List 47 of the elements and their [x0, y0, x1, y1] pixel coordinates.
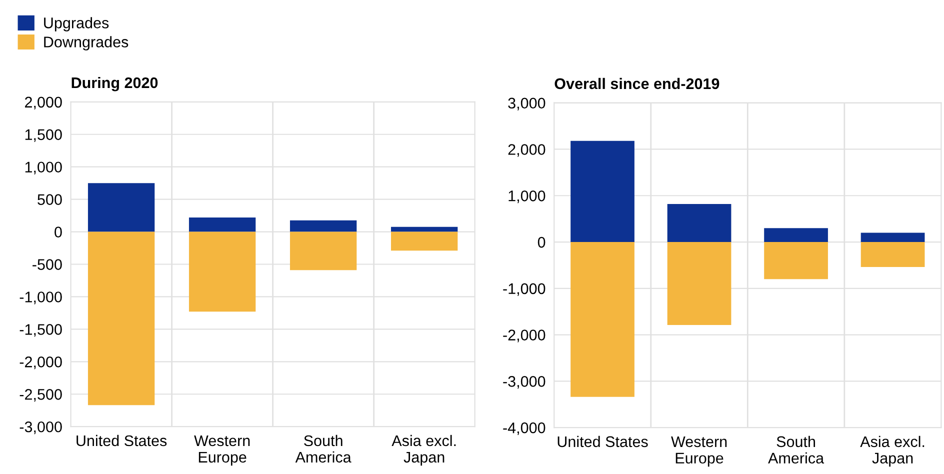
y-tick-label: 500	[38, 194, 62, 206]
bar	[390, 226, 458, 232]
y-tick-label: -2,000	[20, 356, 62, 370]
x-tick-label: Asia excl. Japan	[860, 436, 924, 467]
bar	[667, 204, 732, 242]
x-tick-label: Western Europe	[671, 436, 727, 467]
bar	[390, 232, 458, 251]
bar	[290, 232, 357, 270]
y-tick-label: -4,000	[503, 422, 546, 436]
y-tick-label: 0	[538, 236, 546, 248]
y-tick-label: -1,000	[20, 292, 62, 304]
y-tick-label: 1,000	[508, 190, 546, 204]
y-tick-label: 0	[54, 226, 62, 238]
bar	[860, 232, 925, 242]
bar	[764, 228, 828, 242]
y-tick-label: 2,000	[508, 144, 546, 157]
y-tick-label: -2,500	[20, 389, 62, 402]
x-tick-label: Western Europe	[194, 435, 250, 466]
x-tick-label: Asia excl. Japan	[392, 434, 456, 466]
bar	[570, 242, 634, 397]
y-tick-label: -2,000	[503, 330, 546, 342]
legend-label: Upgrades	[44, 17, 109, 32]
y-tick-label: 2,000	[25, 96, 62, 110]
bar	[570, 140, 634, 242]
bar	[290, 220, 357, 232]
x-tick-label: United States	[558, 436, 648, 448]
y-tick-label: -3,000	[503, 376, 546, 389]
y-tick-label: 3,000	[508, 98, 546, 110]
y-tick-label: 1,000	[25, 162, 62, 174]
x-tick-label: South America	[295, 434, 352, 463]
bar	[667, 242, 732, 326]
x-tick-label: United States	[76, 434, 167, 446]
chart-title: Overall since end-2019	[554, 78, 720, 90]
y-tick-label: -3,000	[20, 421, 62, 434]
chart-title: During 2020	[72, 76, 158, 92]
y-tick-label: 1,500	[25, 129, 62, 142]
y-tick-label: -1,000	[503, 283, 546, 296]
bar	[188, 218, 256, 232]
bar	[860, 242, 925, 268]
bar	[88, 183, 155, 232]
x-tick-label: South America	[768, 436, 824, 464]
bar	[764, 242, 828, 280]
bar	[88, 232, 155, 406]
y-tick-label: -500	[32, 259, 62, 270]
y-tick-label: -1,500	[20, 324, 62, 337]
legend-label: Downgrades	[44, 36, 128, 50]
bar	[188, 232, 256, 312]
